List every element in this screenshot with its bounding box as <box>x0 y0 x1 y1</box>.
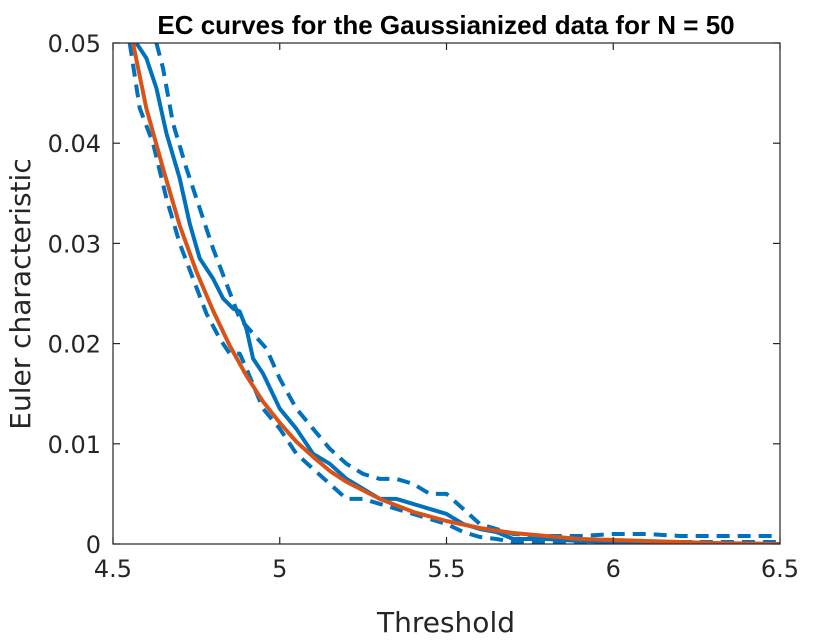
plot-area: 4.5 5 5.5 6 6.5 0 0.01 0.02 0.03 0.04 0.05 <box>48 30 800 583</box>
x-tick-label: 6.5 <box>761 555 799 583</box>
series-line-2 <box>154 43 780 538</box>
series-line-1 <box>134 43 780 544</box>
y-tick-label: 0.03 <box>48 230 101 258</box>
series-line-4 <box>131 43 780 544</box>
y-tick-label: 0 <box>86 531 101 559</box>
x-tick-label: 6 <box>606 555 621 583</box>
y-tick-label: 0.04 <box>48 130 101 158</box>
y-axis-label: Euler characteristic <box>4 158 37 429</box>
chart-title: EC curves for the Gaussianized data for … <box>157 10 734 40</box>
x-tick-label: 5 <box>272 555 287 583</box>
x-tick-label: 5.5 <box>427 555 465 583</box>
y-tick-label: 0.02 <box>48 331 101 359</box>
tick-layer: 4.5 5 5.5 6 6.5 0 0.01 0.02 0.03 0.04 0.05 <box>48 30 800 583</box>
x-axis-label: Threshold <box>376 606 515 639</box>
y-tick-label: 0.05 <box>48 30 101 58</box>
plot-background <box>113 43 780 544</box>
y-tick-label: 0.01 <box>48 431 101 459</box>
series-layer <box>127 43 780 544</box>
series-line-3 <box>127 43 780 544</box>
x-tick-label: 4.5 <box>94 555 132 583</box>
